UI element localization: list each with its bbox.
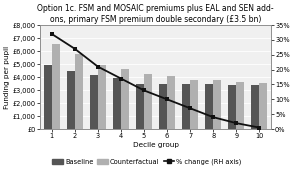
Bar xyxy=(236,82,244,129)
Bar xyxy=(259,83,268,129)
% change (RH axis) xyxy=(211,116,215,118)
Bar xyxy=(113,78,121,129)
Bar xyxy=(251,85,259,129)
% change (RH axis) xyxy=(73,48,77,50)
Title: Option 1c. FSM and MOSAIC premiums plus EAL and SEN add-
ons, primary FSM premiu: Option 1c. FSM and MOSAIC premiums plus … xyxy=(37,4,274,24)
Bar xyxy=(44,65,52,129)
Bar xyxy=(167,76,175,129)
Bar xyxy=(90,75,98,129)
% change (RH axis) xyxy=(188,107,192,109)
% change (RH axis) xyxy=(165,98,169,100)
X-axis label: Decile group: Decile group xyxy=(133,142,178,148)
Bar xyxy=(136,84,144,129)
Bar xyxy=(67,71,75,129)
% change (RH axis) xyxy=(50,33,54,35)
Y-axis label: Funding per pupil: Funding per pupil xyxy=(4,45,10,109)
Bar xyxy=(121,69,129,129)
Bar xyxy=(144,74,152,129)
Bar xyxy=(159,84,167,129)
Bar xyxy=(213,80,221,129)
Legend: Baseline, Counterfactual, % change (RH axis): Baseline, Counterfactual, % change (RH a… xyxy=(50,156,244,168)
Bar xyxy=(182,84,190,129)
Bar xyxy=(52,44,60,129)
% change (RH axis) xyxy=(96,66,100,68)
Bar xyxy=(190,80,198,129)
% change (RH axis) xyxy=(235,122,238,124)
% change (RH axis) xyxy=(258,127,261,129)
Bar xyxy=(98,65,106,129)
% change (RH axis) xyxy=(119,77,123,80)
% change (RH axis) xyxy=(142,89,146,91)
Bar xyxy=(75,54,83,129)
Bar xyxy=(205,84,213,129)
Line: % change (RH axis): % change (RH axis) xyxy=(50,32,261,129)
Bar xyxy=(228,85,236,129)
